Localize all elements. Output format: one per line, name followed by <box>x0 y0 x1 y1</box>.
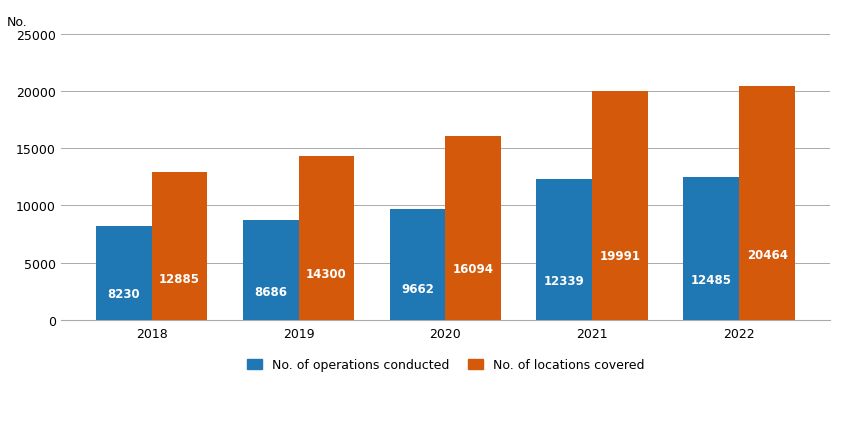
Text: 14300: 14300 <box>306 268 346 281</box>
Text: 19991: 19991 <box>599 250 640 263</box>
Legend: No. of operations conducted, No. of locations covered: No. of operations conducted, No. of loca… <box>241 353 648 377</box>
Bar <box>151 173 207 320</box>
Text: No.: No. <box>7 16 28 29</box>
Bar <box>683 177 738 320</box>
Text: 9662: 9662 <box>401 283 434 296</box>
Text: 12339: 12339 <box>544 274 584 287</box>
Text: 20464: 20464 <box>746 248 787 261</box>
Bar <box>95 226 151 320</box>
Bar <box>536 179 592 320</box>
Text: 12885: 12885 <box>159 272 200 285</box>
Text: 8686: 8686 <box>254 286 287 299</box>
Bar <box>242 221 298 320</box>
Bar <box>445 136 500 320</box>
Bar <box>738 86 794 320</box>
Text: 8230: 8230 <box>107 287 140 300</box>
Bar <box>389 210 445 320</box>
Text: 12485: 12485 <box>690 274 731 286</box>
Bar <box>298 157 354 320</box>
Text: 16094: 16094 <box>452 262 493 275</box>
Bar <box>592 92 647 320</box>
